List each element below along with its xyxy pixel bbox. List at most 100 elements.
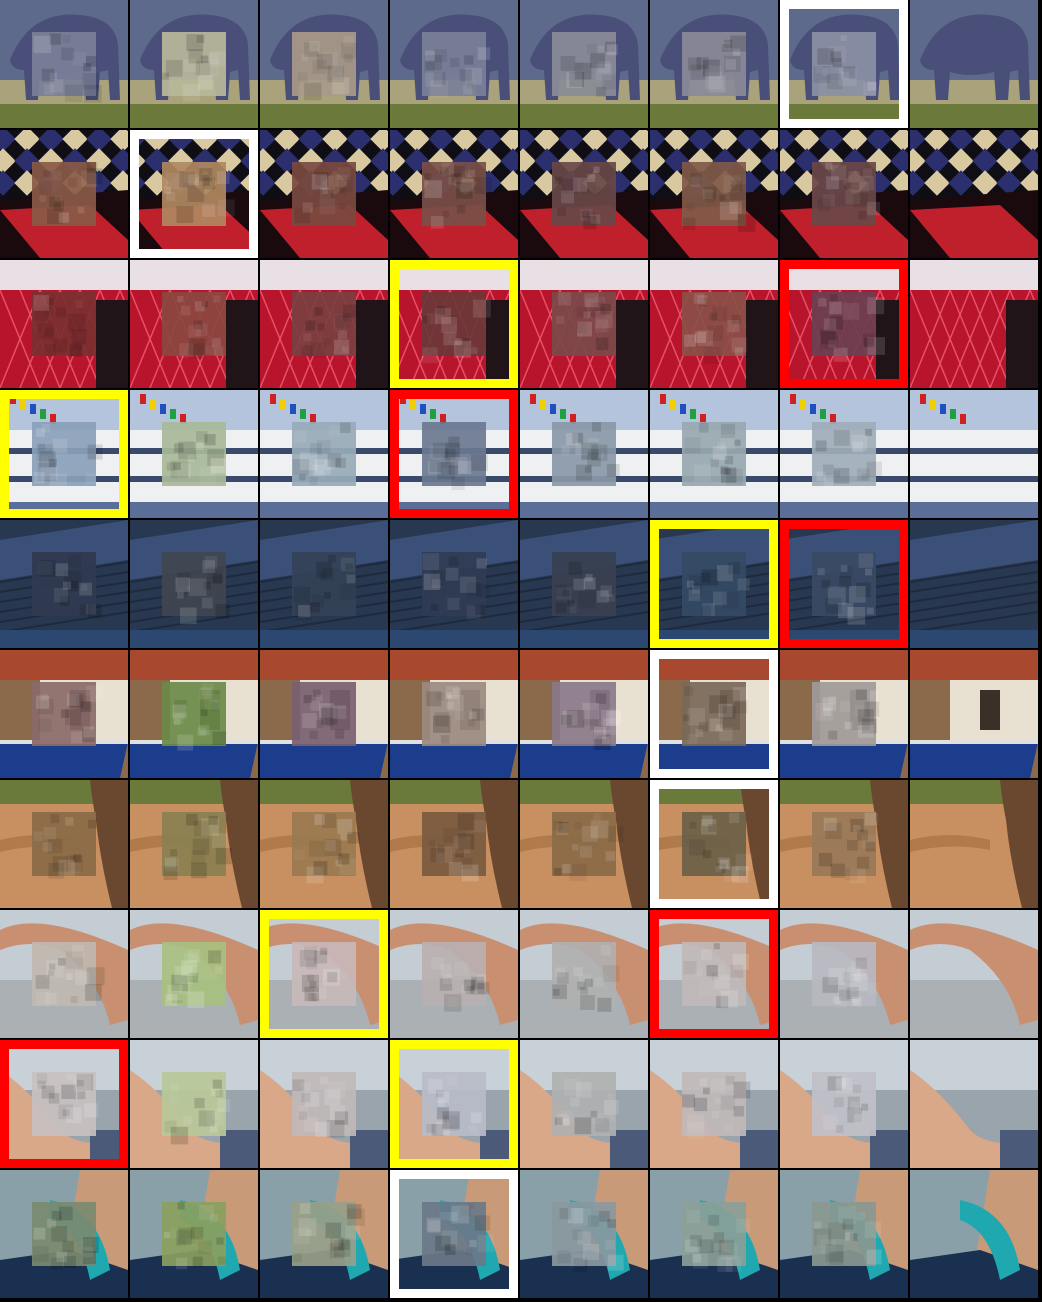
thumbnail-white-boat-with-flags	[650, 390, 778, 518]
grid-cell-r4-c2	[130, 390, 258, 518]
thumbnail-arm-over-water	[390, 1040, 518, 1168]
inpainted-patch	[422, 682, 486, 746]
inpainted-patch	[552, 422, 620, 486]
grid-cell-r8-c7	[780, 910, 908, 1038]
inpainted-patch	[292, 1202, 365, 1266]
inpainted-patch	[812, 1072, 876, 1136]
inpainted-patch	[812, 422, 882, 487]
inpainted-patch	[162, 682, 227, 751]
inpainted-patch	[422, 942, 490, 1012]
grid-cell-r8-c3	[260, 910, 388, 1038]
grid-cell-r8-c1	[0, 910, 128, 1038]
inpainted-patch	[812, 812, 878, 884]
grid-cell-r2-c2	[130, 130, 258, 258]
grid-cell-r1-c4	[390, 0, 518, 128]
inpainted-patch	[682, 1072, 751, 1139]
thumbnail-elephant-leg-on-dirt	[650, 780, 778, 908]
grid-cell-r1-c2	[130, 0, 258, 128]
inpainted-patch	[162, 812, 232, 881]
thumbnail-arm-over-water	[780, 1040, 908, 1168]
grid-cell-r1-c8	[910, 0, 1038, 128]
thumbnail-white-boat-with-flags	[390, 390, 518, 518]
grid-cell-r10-c4	[390, 1170, 518, 1298]
grid-cell-r10-c3	[260, 1170, 388, 1298]
inpainted-patch	[552, 682, 623, 750]
thumbnail-elephant	[650, 0, 778, 128]
grid-cell-r5-c4	[390, 520, 518, 648]
thumbnail-elephant-leg-on-dirt	[130, 780, 258, 908]
thumbnail-building-with-blue-boat	[0, 650, 128, 778]
thumbnail-building-with-blue-boat	[390, 650, 518, 778]
grid-cell-r2-c8	[910, 130, 1038, 258]
grid-cell-r6-c5	[520, 650, 648, 778]
inpainted-patch	[162, 422, 227, 486]
thumbnail-hands-holding-teal-fabric	[780, 1170, 908, 1298]
inpainted-patch	[812, 942, 879, 1008]
inpainted-patch	[32, 552, 102, 618]
inpainted-patch	[162, 1202, 227, 1270]
grid-cell-r1-c6	[650, 0, 778, 128]
grid-cell-r7-c4	[390, 780, 518, 908]
grid-cell-r7-c6	[650, 780, 778, 908]
inpainted-patch	[292, 422, 356, 486]
grid-cell-r6-c8	[910, 650, 1038, 778]
grid-cell-r5-c3	[260, 520, 388, 648]
inpainted-patch	[162, 1072, 231, 1145]
grid-cell-r8-c4	[390, 910, 518, 1038]
inpainted-patch	[552, 32, 618, 97]
thumbnail-white-boat-with-flags	[520, 390, 648, 518]
grid-cell-r10-c5	[520, 1170, 648, 1298]
grid-cell-r10-c7	[780, 1170, 908, 1298]
thumbnail-red-quilted-fabric	[260, 260, 388, 388]
inpainted-patch	[812, 1202, 882, 1266]
thumbnail-arm-over-water	[130, 1040, 258, 1168]
thumbnail-white-boat-with-flags	[780, 390, 908, 518]
thumbnail-blue-wooden-boat	[910, 520, 1038, 648]
grid-cell-r3-c8	[910, 260, 1038, 388]
grid-cell-r8-c6	[650, 910, 778, 1038]
inpainted-patch	[422, 162, 492, 229]
thumbnail-arm-over-beach	[520, 910, 648, 1038]
thumbnail-building-with-blue-boat	[130, 650, 258, 778]
grid-cell-r3-c4	[390, 260, 518, 388]
thumbnail-patterned-tiles-and-red-fabric	[0, 130, 128, 258]
thumbnail-arm-over-water	[650, 1040, 778, 1168]
thumbnail-hands-holding-teal-fabric	[0, 1170, 128, 1298]
thumbnail-building-with-blue-boat	[780, 650, 908, 778]
inpainted-patch	[422, 812, 486, 882]
inpainted-patch	[162, 162, 235, 226]
grid-cell-r9-c2	[130, 1040, 258, 1168]
inpainted-patch	[552, 1072, 619, 1136]
thumbnail-red-quilted-fabric	[130, 260, 258, 388]
grid-cell-r1-c7	[780, 0, 908, 128]
thumbnail-elephant	[910, 0, 1038, 128]
thumbnail-arm-over-beach	[260, 910, 388, 1038]
grid-cell-r6-c1	[0, 650, 128, 778]
grid-cell-r4-c5	[520, 390, 648, 518]
inpainted-patch	[812, 682, 880, 746]
thumbnail-white-boat-with-flags	[130, 390, 258, 518]
inpainted-patch	[422, 1202, 495, 1266]
inpainted-patch	[682, 1202, 751, 1272]
inpainted-patch	[812, 292, 886, 362]
inpainted-patch	[162, 292, 226, 360]
grid-cell-r3-c2	[130, 260, 258, 388]
thumbnail-patterned-tiles-and-red-fabric	[520, 130, 648, 258]
grid-cell-r7-c7	[780, 780, 908, 908]
grid-cell-r9-c4	[390, 1040, 518, 1168]
thumbnail-elephant-leg-on-dirt	[780, 780, 908, 908]
grid-cell-r5-c8	[910, 520, 1038, 648]
thumbnail-red-quilted-fabric	[520, 260, 648, 388]
grid-cell-r3-c6	[650, 260, 778, 388]
grid-cell-r4-c7	[780, 390, 908, 518]
grid-cell-r5-c5	[520, 520, 648, 648]
thumbnail-patterned-tiles-and-red-fabric	[390, 130, 518, 258]
thumbnail-elephant	[520, 0, 648, 128]
thumbnail-blue-wooden-boat	[780, 520, 908, 648]
thumbnail-elephant	[260, 0, 388, 128]
thumbnail-patterned-tiles-and-red-fabric	[260, 130, 388, 258]
thumbnail-elephant	[390, 0, 518, 128]
inpainted-patch	[292, 292, 356, 358]
inpainted-patch	[552, 1202, 624, 1272]
grid-cell-r4-c1	[0, 390, 128, 518]
